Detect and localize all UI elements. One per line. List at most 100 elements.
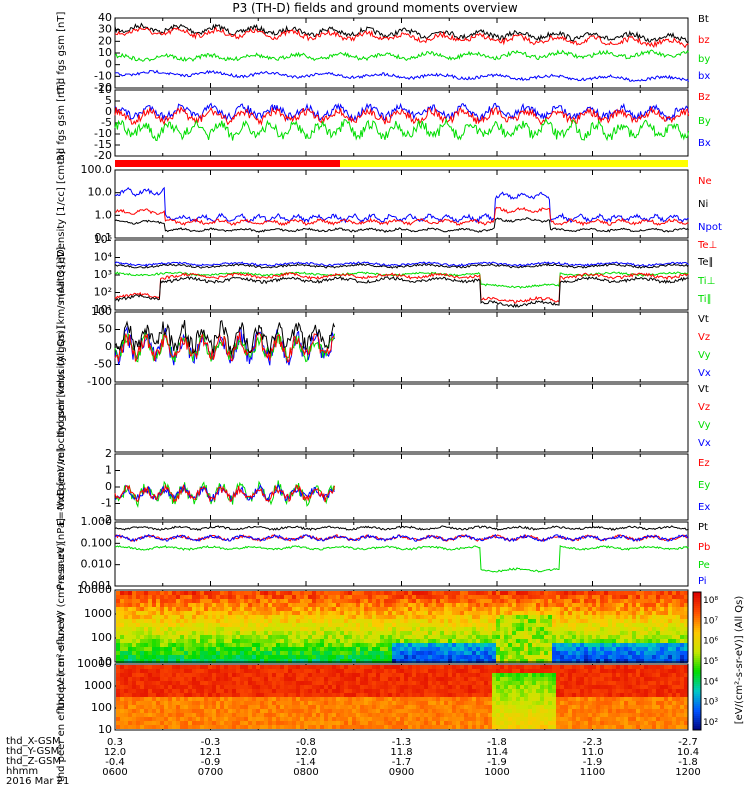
peir-spectrogram-cell	[576, 599, 580, 603]
peir-spectrogram-cell	[656, 595, 660, 599]
peer-spectrogram-cell	[444, 721, 448, 725]
peir-spectrogram-cell	[536, 615, 540, 619]
peir-spectrogram-cell	[496, 615, 500, 619]
peir-spectrogram-cell	[552, 623, 556, 627]
peer-spectrogram-cell	[456, 701, 460, 705]
peir-spectrogram-cell	[396, 651, 400, 655]
peir-spectrogram-cell	[348, 639, 352, 643]
peir-spectrogram-cell	[648, 639, 652, 643]
peer-spectrogram-cell	[480, 721, 484, 725]
peer-spectrogram-cell	[420, 701, 424, 705]
peir-spectrogram-cell	[652, 643, 656, 647]
peir-spectrogram-cell	[148, 655, 152, 659]
peer-spectrogram-cell	[340, 681, 344, 685]
peer-spectrogram-cell	[356, 673, 360, 677]
peir-spectrogram-cell	[176, 639, 180, 643]
peer-spectrogram-cell	[316, 693, 320, 697]
peir-spectrogram-cell	[432, 639, 436, 643]
peir-spectrogram-cell	[440, 591, 444, 595]
peer-spectrogram-cell	[576, 681, 580, 685]
peer-spectrogram-cell	[340, 689, 344, 693]
peir-spectrogram-cell	[564, 615, 568, 619]
peir-spectrogram-cell	[636, 591, 640, 595]
peir-spectrogram-cell	[224, 655, 228, 659]
peir-spectrogram-cell	[360, 611, 364, 615]
peir-spectrogram-cell	[664, 623, 668, 627]
peer-spectrogram-cell	[496, 713, 500, 717]
peir-spectrogram-cell	[324, 639, 328, 643]
peer-spectrogram-cell	[244, 673, 248, 677]
peer-spectrogram-cell	[196, 717, 200, 721]
peer-spectrogram-cell	[336, 681, 340, 685]
peer-spectrogram-cell	[240, 725, 244, 729]
peer-spectrogram-cell	[284, 681, 288, 685]
peer-spectrogram-cell	[196, 677, 200, 681]
peer-spectrogram-cell	[172, 693, 176, 697]
peir-spectrogram-cell	[160, 635, 164, 639]
peir-spectrogram-cell	[664, 607, 668, 611]
peir-spectrogram-cell	[156, 627, 160, 631]
peer-spectrogram-cell	[508, 669, 512, 673]
peer-spectrogram-cell	[476, 665, 480, 669]
peir-spectrogram-cell	[376, 659, 380, 663]
peer-spectrogram-cell	[232, 677, 236, 681]
peir-spectrogram-cell	[364, 635, 368, 639]
peir-spectrogram-cell	[664, 599, 668, 603]
peer-spectrogram-cell	[348, 701, 352, 705]
peir-spectrogram-cell	[208, 611, 212, 615]
peir-spectrogram-cell	[324, 595, 328, 599]
peir-spectrogram-cell	[432, 647, 436, 651]
peer-spectrogram-cell	[440, 681, 444, 685]
peir-spectrogram-cell	[156, 619, 160, 623]
peer-spectrogram-cell	[520, 689, 524, 693]
peir-spectrogram-cell	[268, 651, 272, 655]
peer-spectrogram-cell	[280, 681, 284, 685]
peer-spectrogram-cell	[172, 685, 176, 689]
peer-spectrogram-cell	[320, 721, 324, 725]
peir-spectrogram-cell	[536, 611, 540, 615]
peir-spectrogram-cell	[660, 631, 664, 635]
peer-spectrogram-cell	[216, 721, 220, 725]
peer-spectrogram-cell	[516, 677, 520, 681]
peir-spectrogram-cell	[180, 611, 184, 615]
peir-spectrogram-cell	[264, 639, 268, 643]
peer-spectrogram-cell	[152, 689, 156, 693]
peer-spectrogram-cell	[448, 725, 452, 729]
peer-spectrogram-cell	[264, 681, 268, 685]
peer-spectrogram-cell	[564, 721, 568, 725]
peir-spectrogram-cell	[612, 627, 616, 631]
peer-spectrogram-cell	[328, 709, 332, 713]
peir-spectrogram-cell	[616, 611, 620, 615]
peer-spectrogram-cell	[168, 697, 172, 701]
peir-spectrogram-cell	[456, 619, 460, 623]
peir-spectrogram-cell	[644, 603, 648, 607]
peir-spectrogram-cell	[576, 647, 580, 651]
peer-spectrogram-cell	[264, 669, 268, 673]
peer-spectrogram-cell	[256, 701, 260, 705]
peir-spectrogram-cell	[352, 655, 356, 659]
peir-spectrogram-cell	[400, 631, 404, 635]
peir-spectrogram-cell	[460, 651, 464, 655]
peir-spectrogram-cell	[448, 659, 452, 663]
peir-spectrogram-cell	[472, 639, 476, 643]
peer-spectrogram-cell	[504, 669, 508, 673]
peer-spectrogram-cell	[168, 689, 172, 693]
peir-spectrogram-cell	[368, 603, 372, 607]
peir-spectrogram-cell	[428, 607, 432, 611]
peir-spectrogram-cell	[116, 591, 120, 595]
peir-spectrogram-cell	[168, 643, 172, 647]
peir-spectrogram-cell	[440, 659, 444, 663]
peir-spectrogram-cell	[280, 647, 284, 651]
peir-spectrogram-cell	[476, 655, 480, 659]
peer-spectrogram-cell	[292, 673, 296, 677]
peer-spectrogram-cell	[296, 705, 300, 709]
peer-spectrogram-cell	[568, 689, 572, 693]
peer-spectrogram-cell	[232, 713, 236, 717]
peer-spectrogram-cell	[268, 681, 272, 685]
peir-spectrogram-cell	[404, 639, 408, 643]
peir-spectrogram-cell	[272, 603, 276, 607]
peer-spectrogram-cell	[124, 713, 128, 717]
peer-spectrogram-cell	[164, 669, 168, 673]
peer-spectrogram-cell	[200, 705, 204, 709]
peer-spectrogram-cell	[408, 673, 412, 677]
